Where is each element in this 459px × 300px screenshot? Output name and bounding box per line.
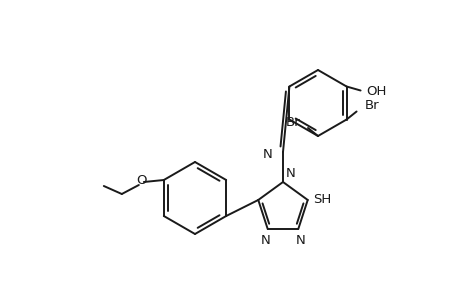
- Text: Br: Br: [364, 99, 378, 112]
- Text: OH: OH: [366, 85, 386, 98]
- Text: Br: Br: [285, 116, 299, 128]
- Text: O: O: [136, 175, 147, 188]
- Text: N: N: [260, 234, 270, 247]
- Text: N: N: [285, 167, 295, 180]
- Text: N: N: [263, 148, 272, 160]
- Text: N: N: [295, 234, 304, 247]
- Text: SH: SH: [312, 194, 330, 206]
